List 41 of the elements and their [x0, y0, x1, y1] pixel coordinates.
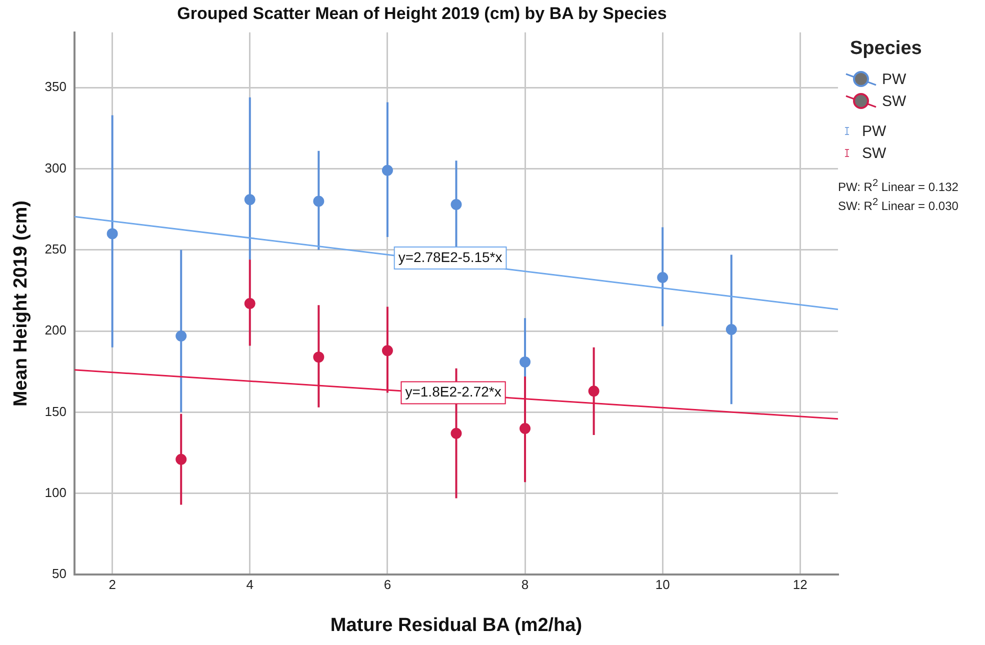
legend-label: SW	[862, 144, 886, 162]
text: SW	[882, 92, 906, 110]
point	[382, 345, 393, 356]
legend-label: PW	[862, 122, 886, 140]
y-tick-label: 300	[44, 160, 66, 176]
point	[726, 324, 737, 335]
x-tick-label: 12	[792, 576, 808, 592]
point	[244, 298, 256, 309]
x-tick-label: 6	[384, 576, 392, 592]
annotation: y=2.78E2-5.15*x	[398, 248, 502, 265]
x-tick-label: 4	[246, 576, 254, 592]
x-axis-title: Mature Residual BA (m2/ha)	[330, 614, 582, 636]
point	[382, 164, 393, 176]
point	[450, 198, 462, 210]
y-tick-label: 150	[44, 404, 66, 419]
point	[657, 272, 668, 284]
y-tick-label: 100	[44, 485, 66, 500]
chart-title: Grouped Scatter Mean of Height 2019 (cm) by BA by Species	[177, 4, 667, 23]
point	[244, 194, 256, 206]
y-tick-label: 350	[44, 79, 66, 94]
point	[520, 423, 531, 434]
x-tick-label: 8	[521, 576, 529, 592]
annotation: SW: R$^{2}$ Linear = 0.030	[838, 196, 960, 214]
annotation: PW: R$^{2}$ Linear = 0.132	[838, 177, 960, 195]
point	[176, 330, 187, 342]
point	[450, 428, 462, 439]
y-tick-label: 200	[44, 322, 66, 338]
x-tick-label: 2	[108, 576, 116, 592]
legend-title: Species	[850, 38, 923, 60]
point	[106, 228, 118, 240]
point	[588, 386, 600, 397]
y-tick-label: 250	[44, 242, 66, 257]
annotation: y=1.8E2-2.72*x	[405, 384, 502, 400]
point	[313, 196, 324, 207]
y-axis-title: Mean Height 2019 (cm)	[10, 200, 32, 406]
x-tick-label: 10	[655, 576, 670, 592]
point	[313, 352, 324, 363]
point	[520, 356, 531, 368]
text: PW	[882, 70, 906, 88]
y-tick-label: 50	[52, 566, 66, 582]
point	[176, 454, 187, 465]
